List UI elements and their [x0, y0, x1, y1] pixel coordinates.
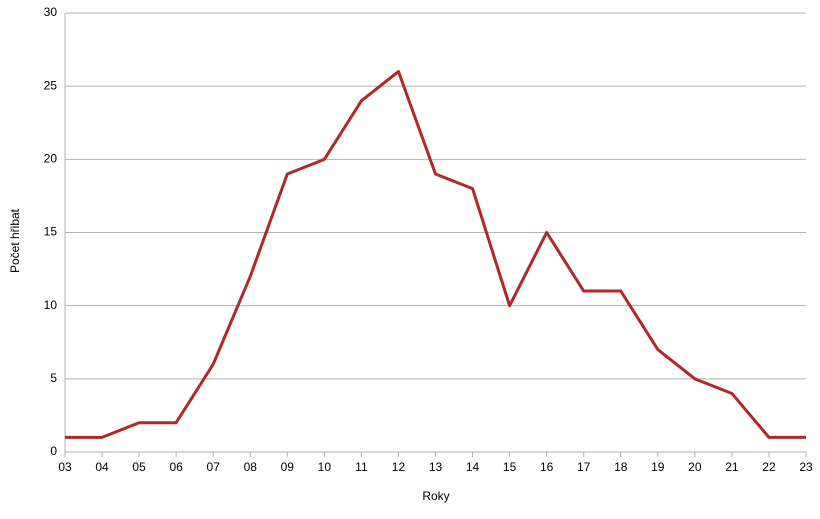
y-tick-label: 10: [44, 298, 58, 312]
y-tick-label: 15: [44, 225, 58, 239]
x-axis-label: Roky: [422, 489, 449, 503]
y-tick-label: 30: [44, 5, 58, 19]
x-tick-label: 04: [95, 460, 109, 474]
x-tick-label: 18: [614, 460, 628, 474]
x-tick-label: 17: [577, 460, 591, 474]
x-tick-label: 14: [466, 460, 480, 474]
x-tick-label: 16: [540, 460, 554, 474]
x-tick-label: 03: [58, 460, 72, 474]
x-tick-label: 20: [688, 460, 702, 474]
x-tick-label: 13: [429, 460, 443, 474]
y-tick-label: 5: [50, 371, 57, 385]
x-tick-label: 10: [318, 460, 332, 474]
x-tick-label: 21: [725, 460, 739, 474]
x-tick-label: 19: [651, 460, 665, 474]
data-line: [65, 70, 806, 439]
x-tick-label: 11: [355, 460, 368, 474]
y-axis-label: Počet hřibat: [8, 208, 22, 273]
x-tick-label: 08: [244, 460, 258, 474]
x-tick-label: 09: [281, 460, 295, 474]
x-tick-label: 22: [762, 460, 776, 474]
x-tick-label: 23: [799, 460, 813, 474]
x-tick-label: 07: [207, 460, 221, 474]
x-tick-label: 06: [169, 460, 183, 474]
x-tick-label: 12: [392, 460, 406, 474]
x-tick-label: 05: [132, 460, 146, 474]
y-tick-label: 20: [44, 152, 58, 166]
y-tick-label: 25: [44, 78, 58, 92]
y-tick-label: 0: [50, 444, 57, 458]
x-tick-label: 15: [503, 460, 517, 474]
